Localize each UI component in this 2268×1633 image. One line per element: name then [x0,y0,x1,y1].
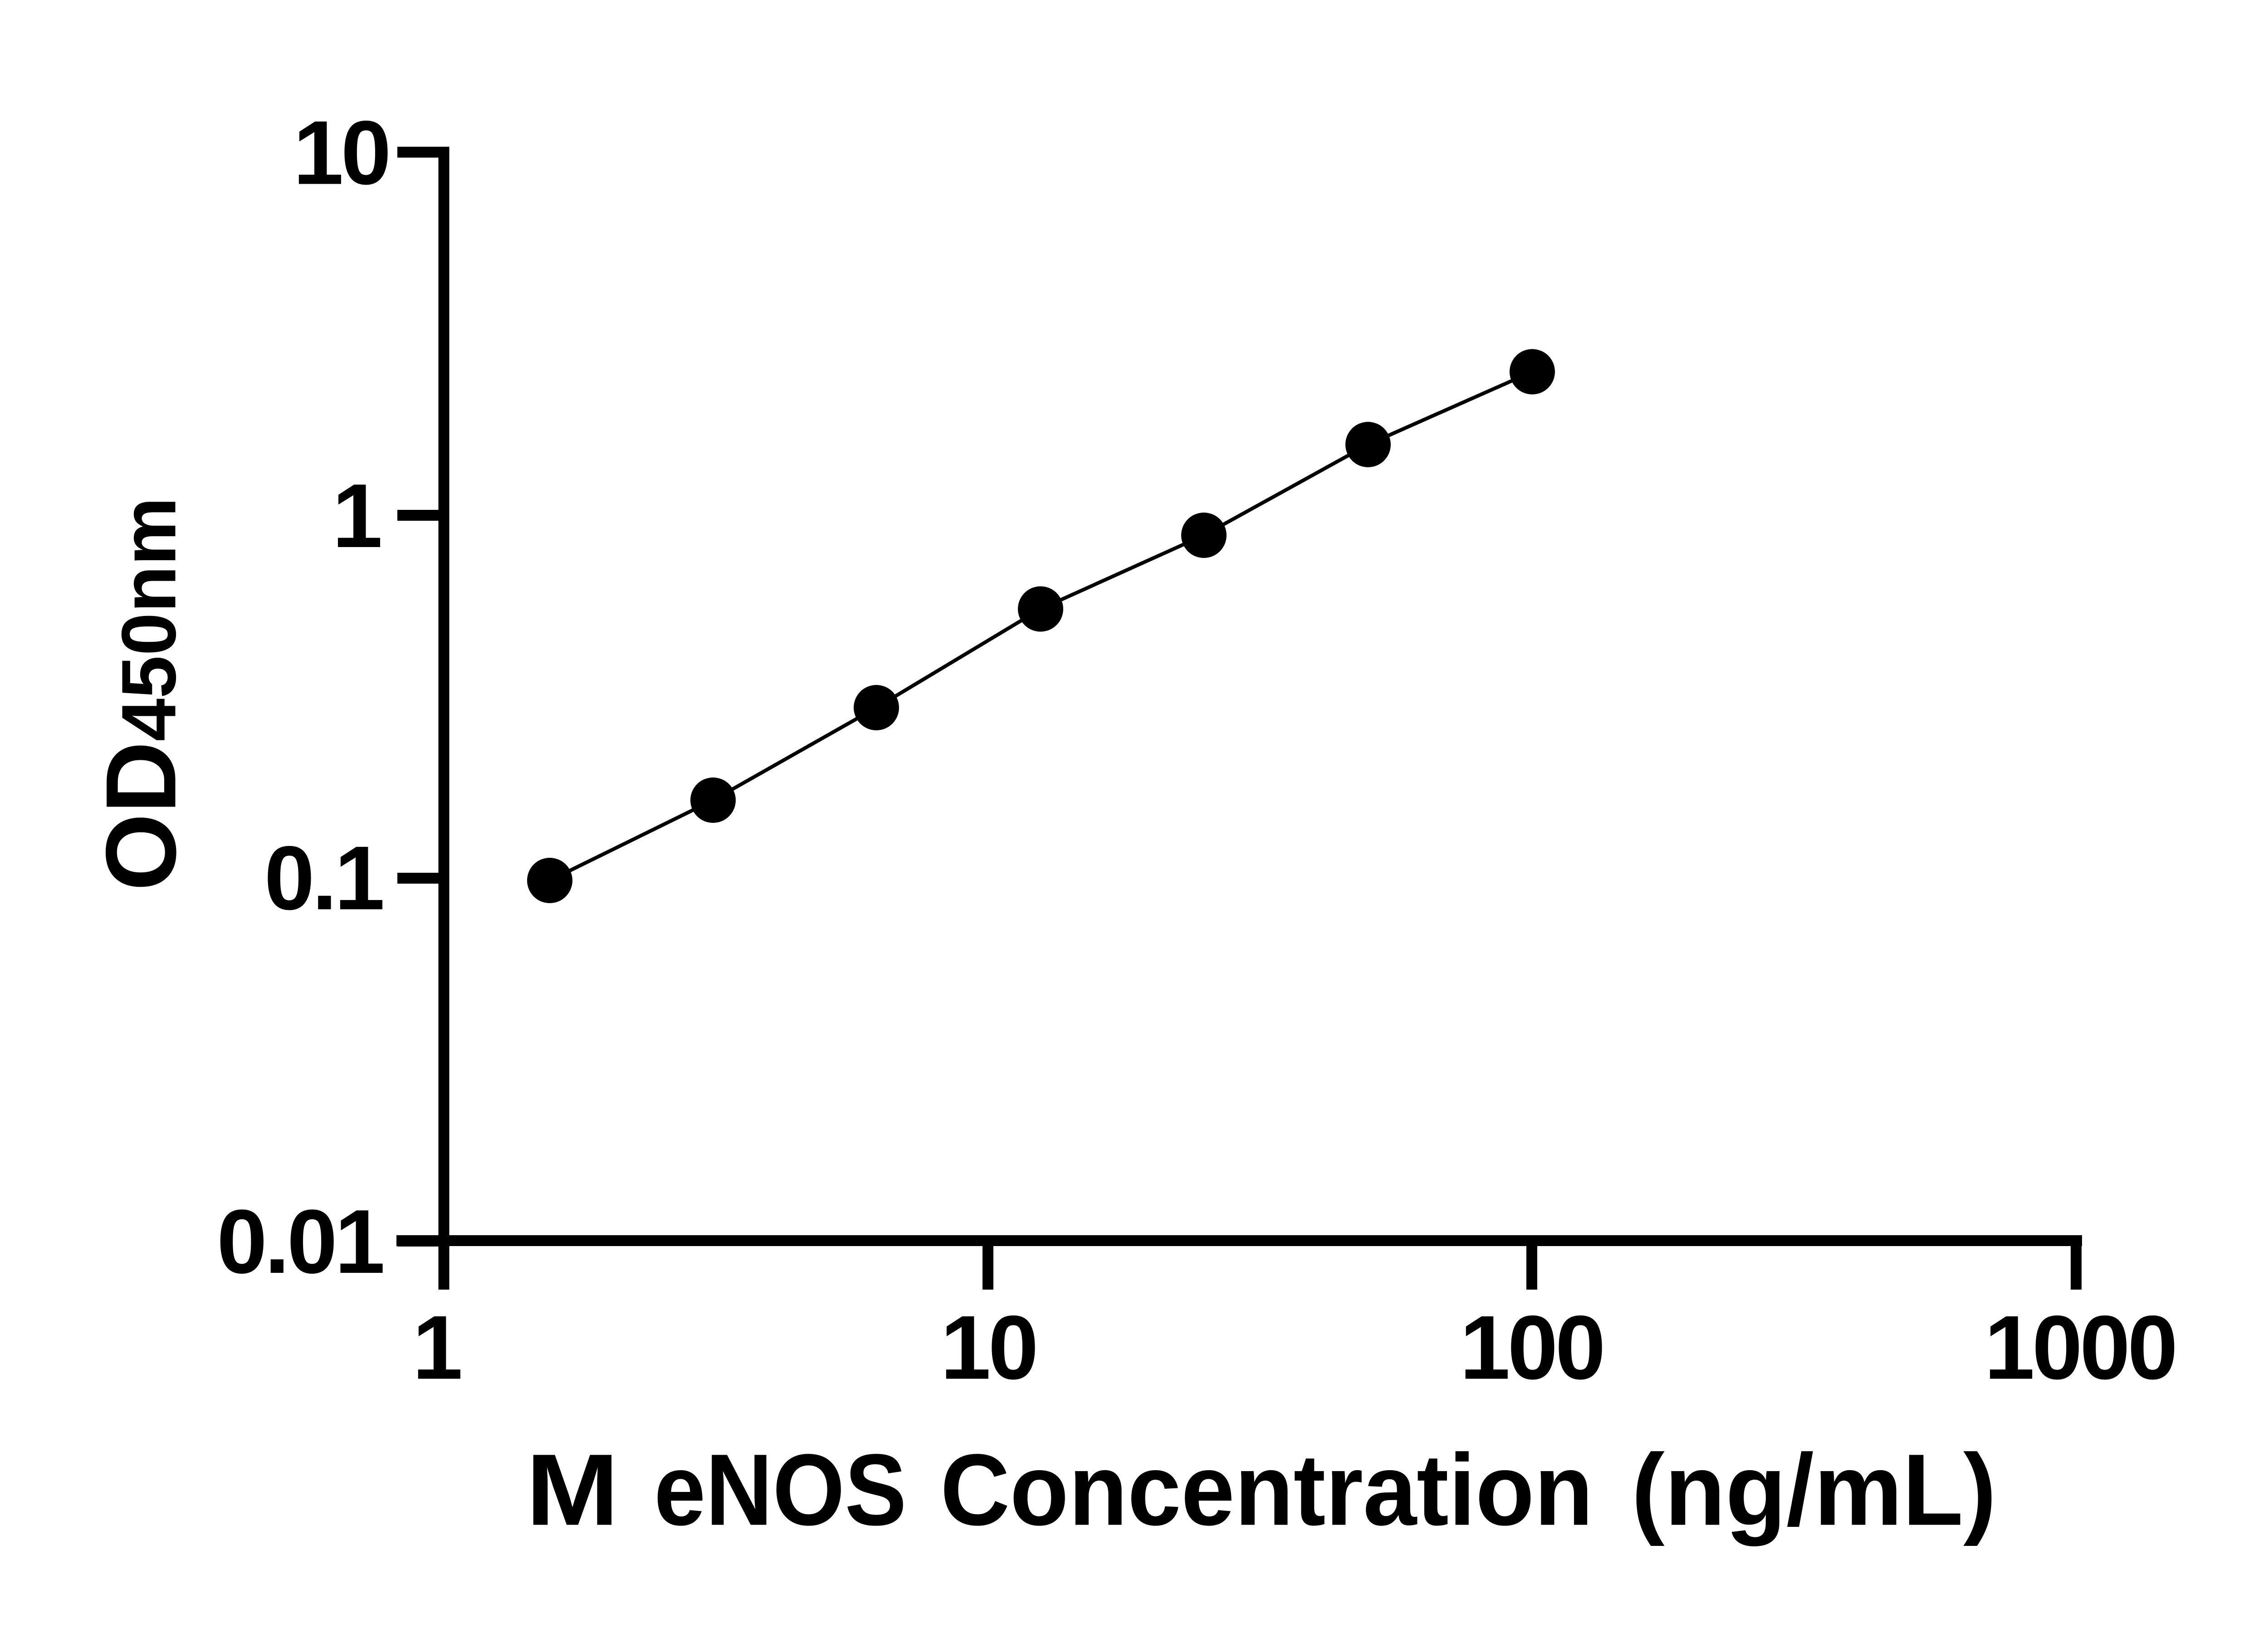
svg-text:M: M [526,1433,619,1546]
svg-text:1: 1 [412,1297,460,1398]
svg-text:0.1: 0.1 [264,828,382,929]
svg-text:100: 100 [1460,1297,1603,1398]
svg-text:1: 1 [332,465,380,567]
svg-text:10: 10 [940,1297,1036,1398]
svg-text:10: 10 [293,103,388,204]
svg-text:eNOS: eNOS [654,1433,907,1547]
svg-text:Concentration: Concentration [940,1433,1593,1546]
svg-text:(ng/mL): (ng/mL) [1632,1433,1997,1546]
svg-text:OD450nm: OD450nm [85,497,197,891]
svg-text:1000: 1000 [1984,1297,2175,1398]
svg-text:0.01: 0.01 [217,1191,383,1292]
